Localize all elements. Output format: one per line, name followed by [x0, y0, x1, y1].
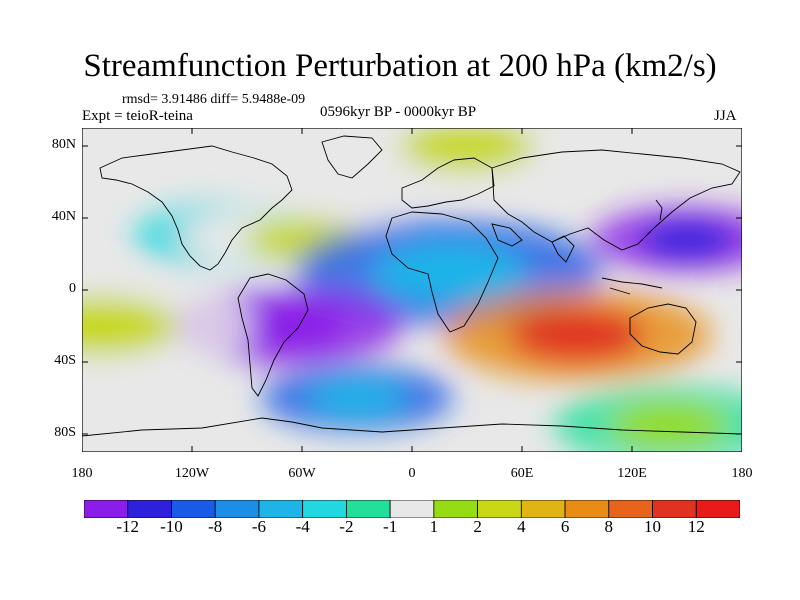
period-label: 0596kyr BP - 0000kyr BP — [320, 104, 477, 120]
colorbar-swatch — [302, 500, 347, 518]
arctic-europe-positive-core — [399, 128, 535, 172]
colorbar-label: 8 — [604, 517, 614, 536]
colorbar-swatch — [127, 500, 172, 518]
south-pacific-positive-core — [82, 297, 178, 355]
colorbar-swatch — [389, 500, 435, 518]
colorbar-label: -10 — [160, 517, 183, 536]
coastlines — [82, 135, 742, 437]
colorbar — [84, 500, 740, 518]
colorbar-swatch — [477, 500, 522, 518]
antarctic-positive-core — [611, 403, 727, 447]
colorbar-swatch — [171, 500, 216, 518]
lon-tick-label: 180 — [71, 466, 93, 481]
colorbar-label: 10 — [644, 517, 662, 536]
colorbar-swatch — [214, 500, 260, 518]
lon-tick-label: 120W — [174, 466, 210, 481]
lat-tick-label: 0 — [69, 281, 76, 296]
east-asia-negative-core — [639, 221, 735, 258]
colorbar-swatch — [258, 500, 304, 518]
colorbar-swatch — [564, 500, 610, 518]
colorbar-label: 2 — [473, 517, 482, 536]
colorbar-label: 4 — [517, 517, 526, 536]
season-label: JJA — [714, 108, 737, 124]
lat-tick-label: 80N — [51, 137, 76, 152]
colorbar-label: -6 — [251, 517, 266, 536]
southern-ocean-negative-core — [309, 380, 405, 416]
sahara-negative-core — [371, 243, 526, 301]
colorbar-swatch — [345, 500, 391, 518]
tick-marks — [82, 128, 742, 452]
lat-tick-label: 40S — [54, 353, 76, 368]
experiment-label: Expt = teioR-teina — [82, 108, 193, 124]
colorbar-swatch — [433, 500, 479, 518]
colorbar-swatch — [84, 500, 129, 518]
rmsd-diff-stats: rmsd= 3.91486 diff= 5.9488e-09 — [122, 92, 306, 107]
lat-tick-label: 40N — [51, 209, 76, 224]
south-america-negative-core — [229, 304, 345, 348]
colorbar-label: 1 — [429, 517, 439, 536]
colorbar-swatch — [695, 500, 740, 518]
contour-field — [82, 128, 742, 452]
lat-tick-label: 80S — [54, 425, 76, 440]
colorbar-label: -1 — [383, 517, 398, 536]
lon-tick-label: 120E — [617, 466, 647, 481]
lon-tick-label: 60W — [288, 466, 316, 481]
colorbar-swatch — [608, 500, 653, 518]
colorbar-label: -2 — [339, 517, 354, 536]
lon-tick-label: 180 — [731, 466, 753, 481]
colorbar-label: -4 — [295, 517, 310, 536]
colorbar-label: 6 — [560, 517, 570, 536]
lon-tick-label: 60E — [510, 466, 534, 481]
colorbar-label: -8 — [208, 517, 223, 536]
colorbar-label: 12 — [687, 517, 705, 536]
lon-tick-label: 0 — [408, 466, 416, 481]
colorbar-swatch — [520, 500, 566, 518]
colorbar-swatch — [652, 500, 697, 518]
chart-title: Streamfunction Perturbation at 200 hPa (… — [83, 48, 717, 84]
indian-ocean-positive-core — [509, 309, 645, 361]
colorbar-label: -12 — [116, 517, 140, 536]
streamfunction-map — [82, 128, 742, 452]
